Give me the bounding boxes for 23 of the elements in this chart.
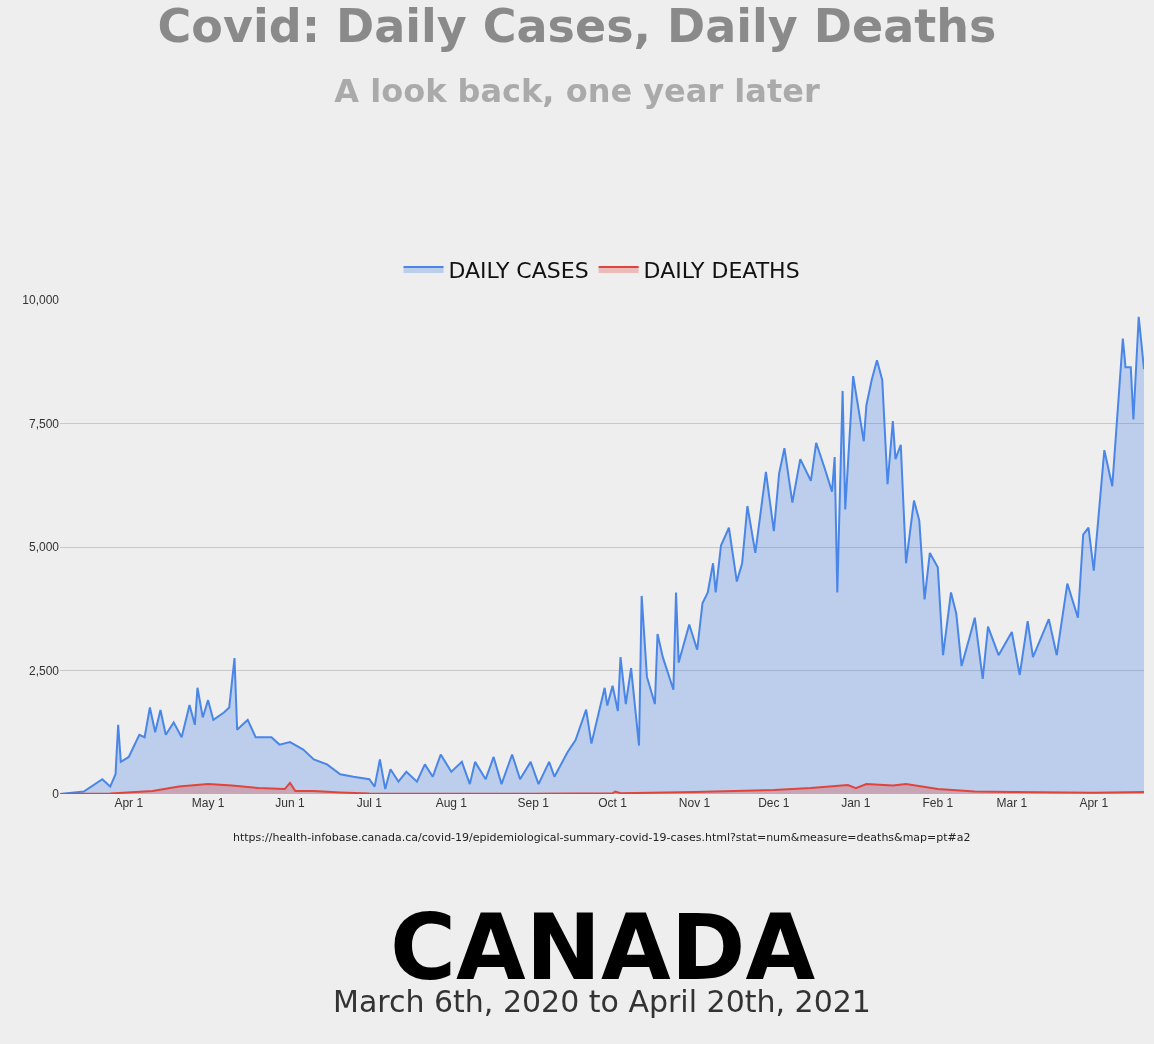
- x-tick-label: Mar 1: [996, 796, 1028, 810]
- y-tick-label: 5,000: [28, 540, 60, 555]
- x-tick-label: Sep 1: [517, 796, 550, 810]
- x-tick-label: Jul 1: [356, 796, 383, 810]
- legend-label: DAILY DEATHS: [643, 257, 800, 283]
- x-tick-label: Dec 1: [758, 796, 790, 810]
- y-tick-label: 2,500: [28, 663, 60, 678]
- legend-label: DAILY CASES: [448, 257, 589, 283]
- x-tick-label: Jun 1: [275, 796, 306, 810]
- x-tick-label: Feb 1: [922, 796, 954, 810]
- x-tick-label: Aug 1: [435, 796, 468, 810]
- chart-title: Covid: Daily Cases, Daily Deaths: [157, 0, 997, 53]
- y-tick-label: 7,500: [28, 416, 60, 431]
- x-tick-label: Apr 1: [114, 796, 144, 810]
- x-tick-label: Jan 1: [841, 796, 871, 810]
- x-tick-label: Apr 1: [1079, 796, 1109, 810]
- x-tick-label: May 1: [191, 796, 225, 810]
- chart-subtitle: A look back, one year later: [334, 71, 820, 110]
- text: https://health-infobase.canada.ca/covid-19/epidemiological-summary-covid-19-cases.html?stat=num&measure=deaths&map=pt#a2: [233, 831, 971, 844]
- y-tick-label: 0: [52, 787, 60, 802]
- x-tick-label: Nov 1: [678, 796, 711, 810]
- y-tick-label: 10,000: [22, 293, 60, 308]
- x-tick-label: Oct 1: [598, 796, 628, 810]
